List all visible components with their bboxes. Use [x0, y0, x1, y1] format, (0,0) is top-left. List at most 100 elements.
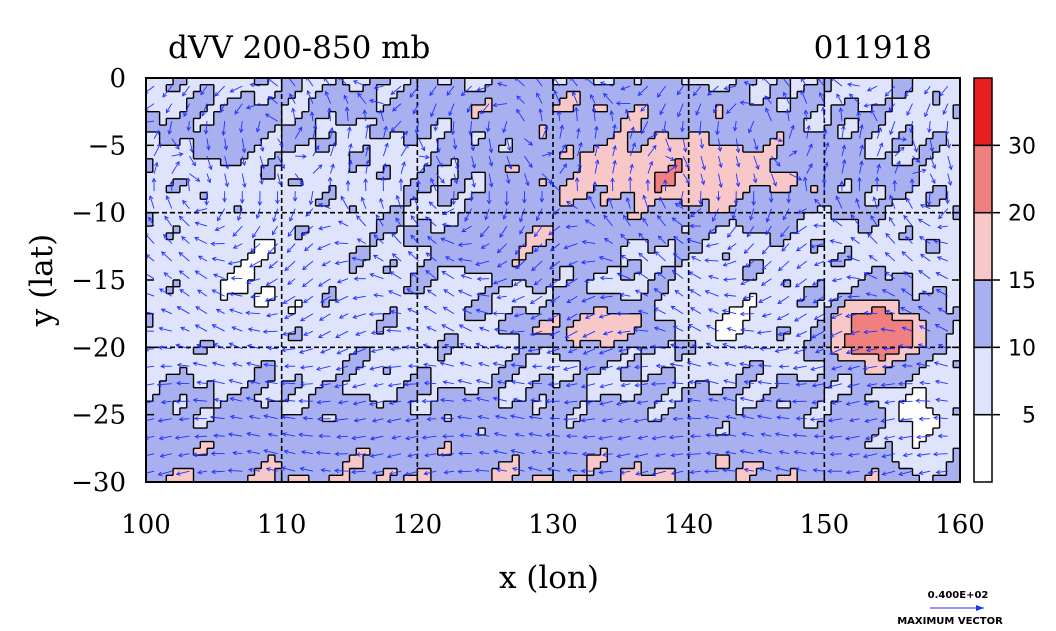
field-cell	[444, 138, 452, 146]
field-cell	[335, 320, 344, 328]
field-cell	[661, 192, 669, 200]
field-cell	[681, 84, 690, 93]
field-cell	[593, 145, 602, 153]
field-cell	[742, 205, 751, 214]
field-cell	[207, 266, 215, 274]
field-cell	[939, 266, 948, 274]
field-cell	[702, 98, 710, 106]
field-cell	[308, 246, 317, 254]
field-cell	[824, 313, 832, 321]
field-cell	[607, 165, 615, 173]
field-cell	[234, 333, 242, 342]
field-cell	[912, 78, 920, 86]
field-cell	[234, 172, 242, 180]
field-cell	[865, 239, 873, 247]
field-cell	[261, 98, 269, 106]
field-cell	[715, 333, 724, 342]
field-cell	[919, 145, 927, 153]
field-cell	[159, 347, 167, 355]
field-cell	[356, 131, 364, 140]
field-cell	[308, 266, 317, 274]
field-cell	[600, 165, 608, 173]
field-cell	[376, 293, 385, 301]
field-cell	[790, 347, 798, 355]
field-cell	[532, 266, 541, 274]
field-cell	[464, 300, 473, 308]
field-cell	[322, 313, 330, 321]
field-cell	[274, 152, 283, 160]
field-cell	[207, 118, 215, 126]
field-cell	[722, 205, 730, 214]
field-cell	[179, 78, 188, 86]
field-cell	[451, 118, 459, 126]
field-cell	[186, 293, 195, 301]
field-cell	[559, 340, 568, 348]
field-cell	[512, 340, 520, 348]
field-cell	[396, 340, 405, 348]
field-cell	[342, 259, 351, 268]
field-cell	[159, 219, 167, 227]
field-cell	[268, 212, 276, 220]
field-cell	[709, 84, 717, 93]
field-cell	[437, 300, 446, 308]
field-cell	[417, 212, 425, 220]
field-cell	[464, 125, 473, 133]
field-cell	[817, 131, 825, 140]
field-cell	[166, 280, 174, 288]
field-cell	[885, 98, 893, 106]
field-cell	[302, 185, 310, 194]
field-cell	[898, 347, 907, 355]
field-cell	[688, 347, 697, 355]
field-cell	[410, 205, 418, 214]
field-cell	[274, 104, 283, 113]
field-cell	[837, 172, 846, 180]
field-cell	[715, 199, 724, 207]
field-cell	[675, 273, 683, 281]
field-cell	[335, 327, 344, 335]
field-cell	[851, 347, 859, 355]
field-cell	[600, 259, 608, 268]
field-cell	[831, 340, 839, 348]
field-cell	[573, 280, 581, 288]
field-cell	[179, 118, 188, 126]
field-cell	[525, 212, 534, 220]
field-cell	[905, 219, 914, 227]
field-cell	[519, 232, 527, 241]
field-cell	[620, 91, 629, 99]
field-cell	[803, 125, 812, 133]
field-cell	[437, 152, 446, 160]
field-cell	[607, 125, 615, 133]
field-cell	[865, 138, 873, 146]
field-cell	[424, 131, 432, 140]
field-cell	[485, 78, 493, 86]
field-cell	[532, 118, 541, 126]
field-cell	[430, 98, 439, 106]
field-cell	[166, 91, 174, 99]
field-cell	[647, 104, 656, 113]
field-cell	[451, 192, 459, 200]
field-cell	[654, 313, 663, 321]
field-cell	[376, 192, 385, 200]
field-cell	[335, 340, 344, 348]
field-cell	[600, 145, 608, 153]
field-cell	[885, 253, 893, 261]
field-cell	[641, 199, 649, 207]
field-cell	[430, 354, 439, 362]
field-cell	[437, 145, 446, 153]
field-cell	[722, 273, 730, 281]
field-cell	[234, 185, 242, 194]
field-cell	[396, 78, 405, 86]
field-cell	[363, 185, 371, 194]
field-cell	[702, 232, 710, 241]
field-cell	[525, 266, 534, 274]
field-cell	[491, 145, 500, 153]
field-cell	[905, 266, 914, 274]
field-cell	[675, 158, 683, 167]
field-cell	[668, 199, 676, 207]
field-cell	[512, 333, 520, 342]
field-cell	[932, 91, 941, 99]
field-cell	[898, 165, 907, 173]
field-cell	[783, 313, 792, 321]
field-cell	[939, 313, 948, 321]
field-cell	[749, 333, 758, 342]
